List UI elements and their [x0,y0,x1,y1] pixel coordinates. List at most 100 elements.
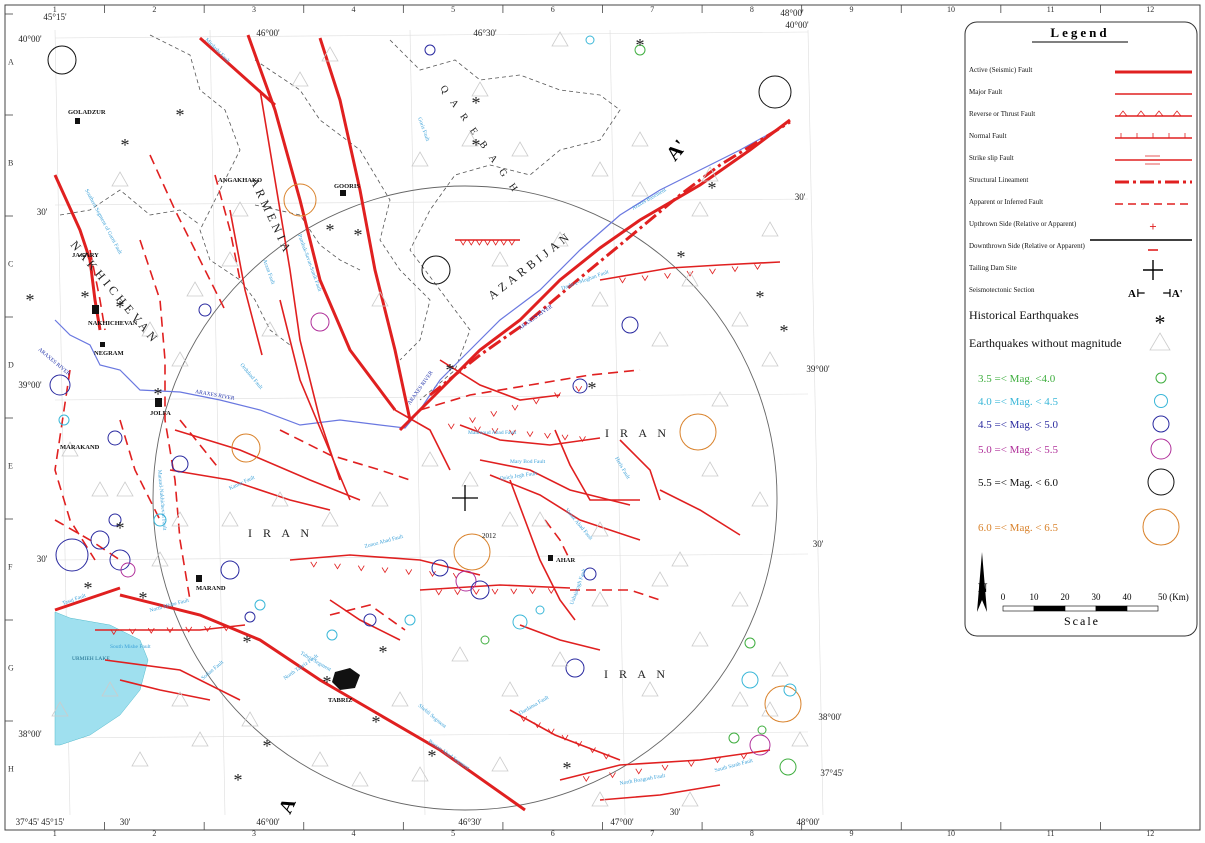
thrust-tick [619,277,626,284]
major-fault [419,584,571,591]
earthquake-no-mag [631,131,649,147]
thrust-tick [500,239,508,246]
earthquake-circle [326,629,338,641]
earthquake-no-mag [171,691,189,707]
scale-tick-label: 20 [1061,592,1071,602]
major-fault [259,89,341,481]
thrust-tick [664,273,671,280]
major-fault [509,709,621,761]
grid-col-bottom: 12 [1146,829,1154,838]
historical-earthquake-icon: * [780,321,789,341]
earthquake-circle [421,255,451,285]
thrust-tick [602,753,610,760]
legend-magnitude-circle [1150,438,1172,460]
historical-earthquake-icon: * [263,736,272,756]
earthquake-no-mag [591,161,609,177]
major-fault [599,784,721,801]
earthquake-no-mag [321,511,339,527]
inferred-fault [279,429,411,481]
earthquake-no-mag [91,481,109,497]
historical-earthquake-icon: * [428,746,437,766]
major-fault [329,599,401,641]
thrust-tick [166,627,174,634]
earthquake-circle [470,580,490,600]
earthquake-no-mag [651,331,669,347]
earthquake-no-mag [61,441,79,457]
thrust-tick [641,275,649,282]
label-marand-nakhichevan-fault: Marand-Nakhichevan Fault [156,470,167,531]
historical-earthquake-icon: * [154,384,163,404]
legend-item-label: Seismotectonic Section [969,286,1035,294]
earthquake-no-mag [111,171,129,187]
thrust-tick [609,772,616,779]
legend-section-a: A⊢ [1128,288,1146,300]
earthquake-circle [779,758,797,776]
town-marakand: MARAKAND [60,444,100,451]
thrust-tick [491,428,499,435]
grid-row-left: A [8,58,14,67]
grid-row-left: H [8,765,14,774]
thrust-tick [686,270,694,277]
coord-bottom: 47°00' [610,817,634,827]
thrust-tick [447,423,455,430]
major-fault [279,299,351,501]
inferred-fault [89,249,106,331]
earthquake-circle [535,605,545,615]
thrust-tick [357,565,365,572]
earthquake-no-mag [321,46,339,62]
major-fault [659,489,741,536]
earthquake-circle [424,44,436,56]
towns: GOLADZUR ANGAKHAKO GOORIS JAGARY NAKHICH… [60,109,575,704]
earthquake-no-mag [291,71,309,87]
earthquake-no-mag [591,791,609,807]
major-fault [554,429,640,501]
thrust-tick [491,588,499,595]
thrust-tick [529,588,536,595]
earthquake-no-mag [221,251,239,267]
thrust-tick [547,728,555,735]
thrust-faults [110,239,761,783]
grid-col-top: 4 [352,5,356,14]
coord-right: 30' [795,192,806,202]
legend-magnitude-circle [1155,372,1167,384]
earthquake-circle [764,685,802,723]
historical-earthquake-icon: * [472,93,481,113]
earthquake-no-mag [501,511,519,527]
earthquake-no-mag [101,681,119,697]
earthquake-no-mag [171,511,189,527]
legend-magnitude-circle [1147,468,1175,496]
historical-earthquake-icon: * [116,518,125,538]
thrust-tick [476,239,483,246]
earthquake-no-mag [691,631,709,647]
historical-earthquake-icon: * [372,712,381,732]
graticule [209,29,226,816]
graticule [54,731,809,739]
graticule [807,29,824,816]
earthquake-no-mag [461,131,479,147]
earthquake-no-mag [731,591,749,607]
major-fault [599,261,781,281]
coord-right: 30' [813,539,824,549]
lake-label: URMIEH LAKE [72,656,110,662]
earthquake-circle [431,559,449,577]
thrust-tick [484,239,491,246]
grid-row-left: E [8,462,13,471]
inferred-fault [119,419,161,521]
legend-item-label: Active (Seismic) Fault [969,66,1032,74]
earthquake-circle [107,430,123,446]
legend-thrust-tick [1118,110,1128,117]
thrust-tick [469,417,476,424]
coord-bottom: 46°00' [256,817,280,827]
major-fault [394,409,451,471]
legend-historical-icon: * [1155,310,1166,335]
earthquake-no-mag [701,461,719,477]
earthquake-circle [120,562,136,578]
historical-earthquake-icon: * [234,770,243,790]
major-fault [95,624,246,631]
grid-col-bottom: 1 [53,829,57,838]
thrust-tick [334,563,341,570]
legend-no-magnitude: Earthquakes without magnitude [969,336,1122,350]
grid-row-left: G [8,664,14,673]
legend: Legend Active (Seismic) Fault Major Fault… [964,21,1198,637]
